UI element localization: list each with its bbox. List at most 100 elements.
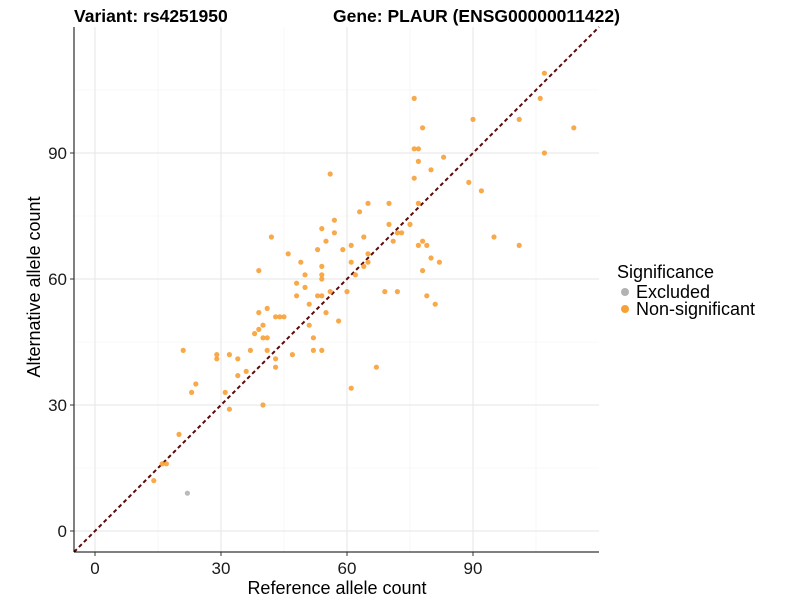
point-non-significant — [151, 478, 157, 484]
point-non-significant — [336, 318, 342, 324]
chart-title-gene: Gene: PLAUR (ENSG00000011422) — [333, 6, 620, 26]
point-non-significant — [327, 171, 333, 177]
point-non-significant — [516, 116, 522, 122]
point-non-significant — [323, 310, 329, 316]
point-non-significant — [193, 381, 199, 387]
point-non-significant — [264, 335, 270, 341]
point-non-significant — [264, 305, 270, 311]
point-non-significant — [214, 356, 220, 362]
point-non-significant — [302, 272, 308, 278]
point-non-significant — [331, 217, 337, 223]
point-non-significant — [180, 347, 186, 353]
point-non-significant — [411, 95, 417, 101]
point-non-significant — [268, 234, 274, 240]
point-non-significant — [273, 314, 279, 320]
chart-title-variant: Variant: rs4251950 — [74, 6, 228, 26]
legend-key-non-significant — [621, 305, 629, 313]
point-non-significant — [319, 226, 325, 232]
point-non-significant — [420, 125, 426, 131]
point-non-significant — [226, 406, 232, 412]
plot-axes — [73, 27, 599, 553]
y-tick-label: 90 — [48, 144, 67, 163]
point-non-significant — [176, 431, 182, 437]
point-non-significant — [235, 373, 241, 379]
point-non-significant — [306, 301, 312, 307]
point-non-significant — [235, 356, 241, 362]
point-non-significant — [432, 301, 438, 307]
point-non-significant — [415, 200, 421, 206]
point-non-significant — [478, 188, 484, 194]
point-non-significant — [319, 276, 325, 282]
x-axis-title: Reference allele count — [247, 578, 426, 598]
point-non-significant — [411, 175, 417, 181]
point-non-significant — [315, 247, 321, 253]
point-non-significant — [344, 289, 350, 295]
point-non-significant — [294, 293, 300, 299]
point-non-significant — [281, 314, 287, 320]
point-non-significant — [277, 314, 283, 320]
point-non-significant — [348, 259, 354, 265]
point-non-significant — [260, 335, 266, 341]
axis-ticks: 0 30 60 90 0 30 60 90 — [48, 144, 482, 578]
point-non-significant — [214, 352, 220, 358]
point-non-significant — [226, 352, 232, 358]
point-non-significant — [319, 293, 325, 299]
x-tick-label: 0 — [90, 559, 99, 578]
point-non-significant — [264, 347, 270, 353]
point-non-significant — [323, 238, 329, 244]
point-non-significant — [243, 368, 249, 374]
point-non-significant — [256, 268, 262, 274]
point-non-significant — [256, 310, 262, 316]
point-non-significant — [163, 461, 169, 467]
point-non-significant — [310, 335, 316, 341]
point-non-significant — [415, 146, 421, 152]
point-non-significant — [424, 242, 430, 248]
point-non-significant — [319, 272, 325, 278]
point-non-significant — [361, 234, 367, 240]
point-non-significant — [441, 154, 447, 160]
point-non-significant — [537, 95, 543, 101]
point-non-significant — [348, 242, 354, 248]
point-non-significant — [159, 461, 165, 467]
point-non-significant — [222, 389, 228, 395]
point-non-significant — [466, 179, 472, 185]
point-non-significant — [407, 221, 413, 227]
point-non-significant — [260, 402, 266, 408]
point-non-significant — [361, 263, 367, 269]
x-tick-label: 30 — [212, 559, 231, 578]
point-non-significant — [365, 251, 371, 257]
point-non-significant — [273, 356, 279, 362]
point-non-significant — [420, 268, 426, 274]
point-non-significant — [256, 326, 262, 332]
point-non-significant — [428, 167, 434, 173]
point-non-significant — [386, 200, 392, 206]
point-non-significant — [386, 221, 392, 227]
point-non-significant — [394, 230, 400, 236]
point-non-significant — [306, 322, 312, 328]
point-non-significant — [319, 347, 325, 353]
legend-key-excluded — [621, 288, 629, 296]
point-non-significant — [399, 230, 405, 236]
point-non-significant — [247, 347, 253, 353]
point-non-significant — [390, 238, 396, 244]
point-non-significant — [491, 234, 497, 240]
x-tick-label: 90 — [464, 559, 483, 578]
point-non-significant — [294, 280, 300, 286]
point-non-significant — [327, 289, 333, 295]
point-non-significant — [420, 238, 426, 244]
point-non-significant — [260, 322, 266, 328]
point-non-significant — [340, 247, 346, 253]
point-non-significant — [289, 352, 295, 358]
point-non-significant — [357, 209, 363, 215]
y-tick-label: 60 — [48, 270, 67, 289]
identity-reference-line — [73, 26, 600, 553]
point-non-significant — [571, 125, 577, 131]
point-non-significant — [411, 146, 417, 152]
legend-label-non-significant: Non-significant — [636, 299, 755, 319]
point-non-significant — [331, 230, 337, 236]
point-non-significant — [298, 259, 304, 265]
legend-label-excluded: Excluded — [636, 282, 710, 302]
